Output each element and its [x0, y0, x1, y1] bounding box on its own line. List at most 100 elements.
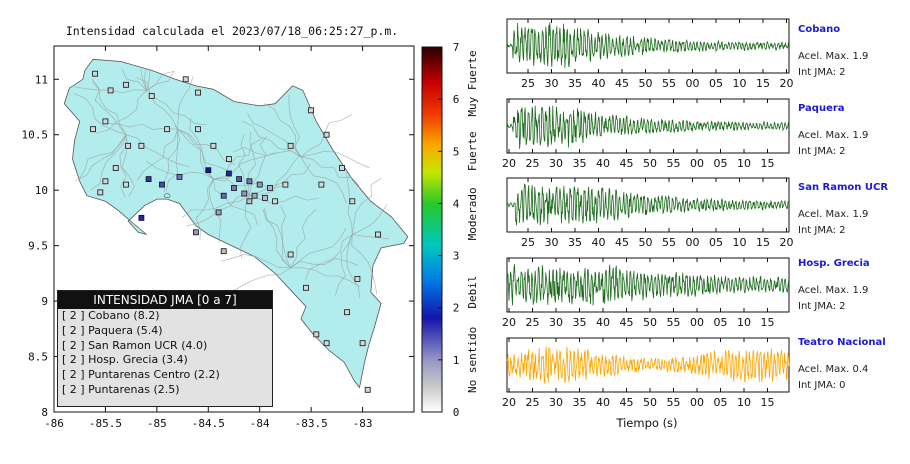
legend-title: INTENSIDAD JMA [0 a 7]: [58, 291, 272, 309]
road-line: [90, 134, 127, 191]
road-line: [125, 134, 190, 168]
road-line: [136, 77, 178, 130]
station-marker: [282, 181, 289, 188]
road-line: [144, 68, 147, 91]
legend-entry: [ 2 ] Cobano (8.2): [62, 309, 160, 322]
road-line: [213, 152, 276, 182]
station-marker: [102, 178, 109, 185]
station-marker: [220, 248, 227, 255]
time-tick-label: 25: [526, 316, 540, 329]
station-marker: [145, 176, 152, 183]
intensity-legend: INTENSIDAD JMA [0 a 7] [ 2 ] Cobano (8.2…: [57, 290, 273, 407]
intensity-colorbar: 0 1 2 3 4 5 6 7 No sentido Debil Moderado Fuerte Muy…: [421, 41, 479, 419]
station-marker: [241, 190, 248, 197]
station-marker: [92, 70, 98, 77]
station-marker: [246, 178, 253, 185]
colorbar-tick-label: 2: [453, 302, 460, 315]
time-tick-label: 25: [521, 236, 535, 249]
colorbar-tick-label: 3: [453, 250, 460, 263]
station-marker: [359, 340, 366, 347]
station-jma: Int JMA: 2: [798, 67, 846, 78]
station-info-teatro-nacional: Teatro Nacional Acel. Max. 0.4 Int JMA: …: [798, 337, 906, 396]
road-line: [351, 178, 382, 235]
time-tick-label: 25: [521, 77, 535, 90]
time-tick-label: 50: [639, 236, 653, 249]
time-tick-label: 10: [733, 236, 747, 249]
road-line: [247, 113, 302, 158]
time-tick-label: 45: [615, 236, 629, 249]
colorbar-tick-label: 4: [453, 197, 460, 210]
map-frame: [53, 45, 415, 413]
road-line: [73, 93, 127, 136]
road-line: [146, 68, 151, 91]
x-tick-label: -84: [250, 417, 270, 430]
road-line: [352, 234, 390, 240]
road-line: [137, 129, 178, 181]
station-marker: [267, 185, 273, 191]
time-tick-label: 30: [549, 316, 563, 329]
road-line: [264, 207, 291, 269]
time-tick-label: 40: [596, 157, 610, 170]
time-tick-label: 20: [502, 396, 516, 409]
road-line: [290, 209, 317, 268]
waveform-trace: [506, 264, 790, 306]
x-tick-label: -86: [44, 417, 64, 430]
road-line: [177, 128, 229, 172]
road-line: [300, 156, 360, 186]
y-tick-label: 9.5: [28, 240, 48, 253]
station-name: San Ramon UCR: [798, 182, 889, 193]
legend-entry: [ 2 ] Hosp. Grecia (3.4): [62, 353, 188, 367]
y-tick-label: 10.5: [22, 129, 49, 142]
station-marker: [313, 331, 320, 338]
colorbar-scale: [421, 46, 443, 413]
colorbar-tick-label: 0: [453, 406, 460, 419]
station-marker: [90, 126, 96, 133]
road-line: [264, 103, 302, 158]
road-line: [146, 70, 175, 91]
road-line: [223, 267, 291, 293]
colorbar-category-label: Debil: [466, 276, 479, 309]
road-line: [346, 234, 361, 299]
time-tick-label: 50: [643, 157, 657, 170]
colorbar-category-label: No sentido: [466, 327, 479, 393]
x-tick-label: -83.5: [295, 417, 328, 430]
time-tick-label: 40: [596, 396, 610, 409]
station-accel: Acel. Max. 1.9: [798, 285, 869, 296]
road-line: [195, 178, 214, 241]
time-tick-label: 35: [568, 77, 582, 90]
legend-entry: [ 2 ] Paquera (5.4): [62, 323, 163, 337]
road-line: [213, 138, 263, 180]
road-line: [182, 195, 250, 218]
station-marker: [354, 275, 361, 282]
x-tick-label: -85: [147, 417, 167, 430]
station-marker: [107, 87, 114, 94]
time-axis-label: Tiempo (s): [615, 416, 677, 430]
time-tick-label: 30: [545, 77, 559, 90]
time-tick-label: 35: [573, 396, 587, 409]
road-line: [249, 195, 320, 204]
station-marker: [148, 93, 155, 99]
waveform-panels: 25 30 35 40 45 50 55 00 05 10 15 20 20 25 30 35 40 45 50 55…: [502, 18, 794, 409]
time-tick-label: 00: [686, 77, 700, 90]
station-marker: [375, 231, 381, 238]
road-line: [300, 150, 370, 169]
station-marker: [125, 142, 131, 149]
time-tick-label: 15: [761, 316, 775, 329]
road-network: [73, 68, 390, 299]
station-marker: [308, 107, 315, 114]
time-tick-label: 45: [620, 316, 634, 329]
time-tick-label: 15: [756, 236, 770, 249]
station-marker: [138, 142, 145, 149]
time-tick-label: 20: [502, 316, 516, 329]
y-tick-label: 9: [41, 295, 48, 308]
time-tick-label: 00: [690, 396, 704, 409]
time-tick-label: 55: [662, 236, 676, 249]
colorbar-tick-label: 1: [453, 354, 460, 367]
waveform-trace: [506, 105, 790, 149]
station-marker: [251, 192, 258, 199]
time-tick-label: 15: [761, 396, 775, 409]
y-tick-label: 8: [41, 406, 48, 419]
time-tick-label: 55: [667, 157, 681, 170]
station-marker: [287, 142, 294, 149]
station-name: Paquera: [798, 103, 845, 114]
